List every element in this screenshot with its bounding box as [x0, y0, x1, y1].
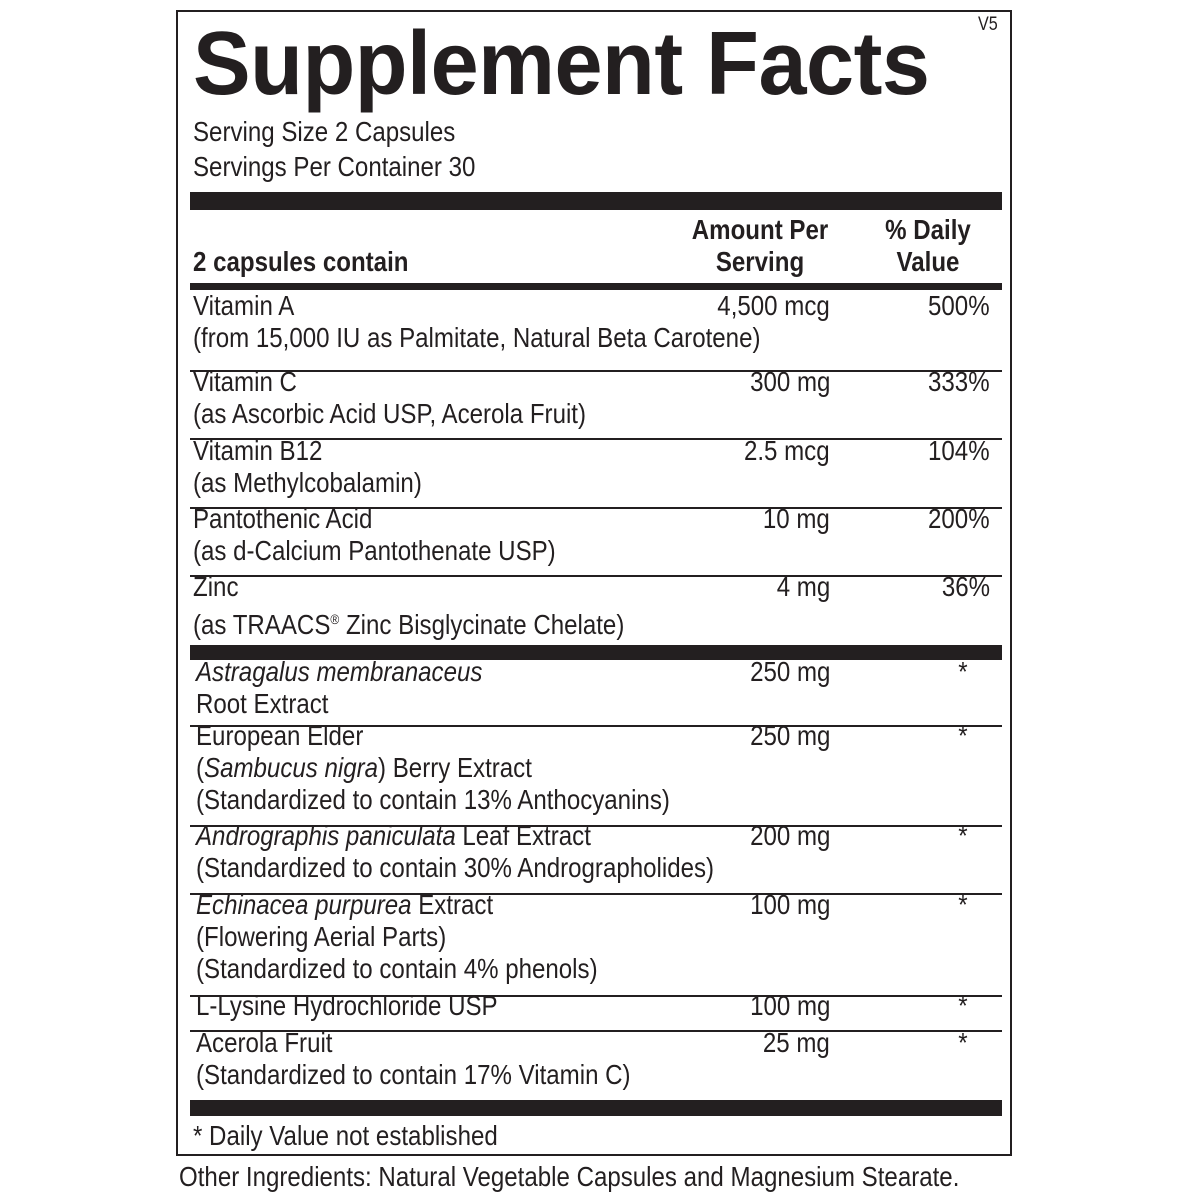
daily-value: * [958, 990, 968, 1021]
daily-value: 500% [928, 290, 990, 321]
ingredient-name: Astragalus membranaceus [196, 656, 482, 688]
text-segment: ( [196, 752, 205, 783]
ingredient-detail: (from 15,000 IU as Palmitate, Natural Be… [193, 322, 760, 354]
text-segment: Zinc Bisglycinate Chelate) [339, 609, 625, 640]
ingredient-detail: (as Methylcobalamin) [193, 467, 422, 499]
ingredient-name: Acerola Fruit [196, 1027, 332, 1059]
text-segment: Acerola Fruit [196, 1027, 333, 1058]
text-segment: (Standardized to contain 30% Andrographo… [196, 852, 715, 883]
header-divider [190, 283, 1002, 290]
daily-value: * [958, 720, 968, 751]
ingredient-detail: (as TRAACS® Zinc Bisglycinate Chelate) [193, 603, 624, 641]
amount-per-serving: 250 mg [749, 656, 830, 687]
text-segment: (Standardized to contain 13% Anthocyanin… [196, 784, 670, 815]
thick-divider [190, 192, 1002, 210]
registered-mark: ® [330, 611, 340, 627]
ingredient-detail: (Standardized to contain 17% Vitamin C) [196, 1059, 631, 1091]
daily-value: * [958, 1027, 968, 1058]
daily-value: 104% [928, 435, 990, 466]
text-segment: (Flowering Aerial Parts) [196, 921, 447, 952]
text-segment: Root Extract [196, 688, 329, 719]
header-amount-line2: Serving [715, 246, 805, 277]
text-segment: ) Berry Extract [378, 752, 532, 783]
row-divider [190, 507, 1002, 509]
header-dv-line2: Value [896, 246, 960, 277]
header-dv-line1: % Daily [885, 214, 971, 245]
daily-value: * [958, 820, 968, 851]
amount-per-serving: 25 mg [763, 1027, 830, 1058]
header-contains: 2 capsules contain [193, 246, 409, 277]
ingredient-name: Vitamin B12 [193, 435, 322, 467]
ingredient-detail: (Standardized to contain 30% Andrographo… [196, 852, 714, 884]
footnote: * Daily Value not established [193, 1120, 498, 1151]
row-divider [190, 893, 1002, 895]
text-segment: Sambucus nigra [204, 752, 379, 783]
servings-per-container: Servings Per Container 30 [193, 151, 476, 182]
panel-title: Supplement Facts [193, 14, 930, 114]
row-divider [190, 995, 1002, 997]
text-segment: (Standardized to contain 4% phenols) [196, 953, 598, 984]
amount-per-serving: 4,500 mcg [717, 290, 830, 321]
other-ingredients: Other Ingredients: Natural Vegetable Cap… [179, 1161, 960, 1192]
row-divider [190, 1030, 1002, 1032]
header-amount-line1: Amount Per [691, 214, 829, 245]
amount-per-serving: 2.5 mcg [744, 435, 830, 466]
row-divider [190, 438, 1002, 440]
text-segment: (from 15,000 IU as Palmitate, Natural Be… [193, 322, 761, 353]
ingredient-name: Vitamin A [193, 290, 294, 322]
row-divider [190, 370, 1002, 372]
section-divider [190, 645, 1002, 660]
text-segment: (as d-Calcium Pantothenate USP) [193, 535, 556, 566]
text-segment: (as TRAACS [193, 609, 331, 640]
ingredient-detail: (Flowering Aerial Parts) [196, 921, 446, 953]
ingredient-detail: Root Extract [196, 688, 328, 720]
ingredient-detail: (as Ascorbic Acid USP, Acerola Fruit) [193, 398, 586, 430]
version-label: V5 [978, 14, 998, 35]
row-divider [190, 725, 1002, 727]
text-segment: (as Methylcobalamin) [193, 467, 422, 498]
ingredient-detail: (as d-Calcium Pantothenate USP) [193, 535, 556, 567]
supplement-facts-panel [176, 10, 1012, 1156]
text-segment: (Standardized to contain 17% Vitamin C) [196, 1059, 631, 1090]
text-segment: Vitamin A [193, 290, 295, 321]
text-segment: (as Ascorbic Acid USP, Acerola Fruit) [193, 398, 587, 429]
text-segment: Vitamin B12 [193, 435, 323, 466]
ingredient-detail: (Sambucus nigra) Berry Extract [196, 752, 532, 784]
daily-value: * [958, 889, 968, 920]
daily-value: * [958, 656, 968, 687]
row-divider [190, 575, 1002, 577]
text-segment: Astragalus membranaceus [196, 656, 483, 687]
serving-size: Serving Size 2 Capsules [193, 116, 456, 147]
ingredient-detail: (Standardized to contain 13% Anthocyanin… [196, 784, 670, 816]
section-divider [190, 1100, 1002, 1116]
row-divider [190, 825, 1002, 827]
ingredient-detail: (Standardized to contain 4% phenols) [196, 953, 598, 985]
